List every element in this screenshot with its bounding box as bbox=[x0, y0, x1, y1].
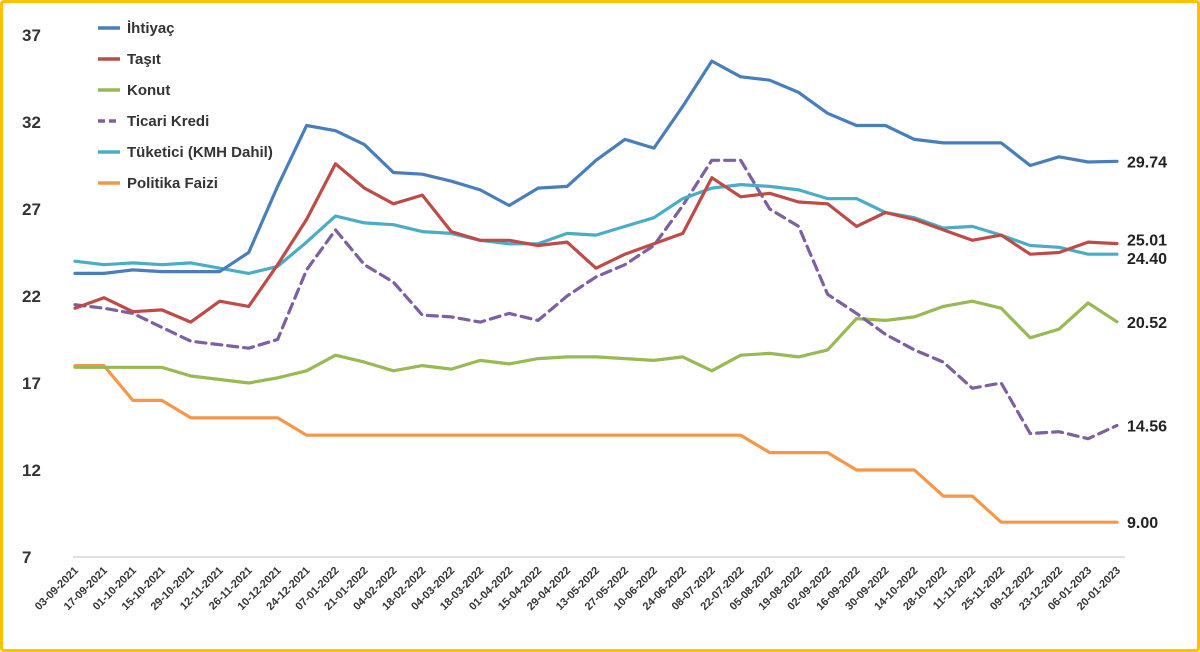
series-line-2 bbox=[73, 299, 1119, 385]
series-lines bbox=[73, 59, 1119, 524]
end-value-label: 29.74 bbox=[1127, 154, 1167, 171]
legend-label: Ticari Kredi bbox=[127, 113, 209, 130]
y-tick-label: 37 bbox=[22, 26, 41, 45]
y-axis: 37 32 27 22 17 12 7 bbox=[22, 26, 41, 567]
end-value-label: 24.40 bbox=[1127, 251, 1167, 268]
legend-label: İhtiyaç bbox=[127, 20, 175, 37]
end-labels: 29.74 25.01 20.52 14.56 24.40 9.00 bbox=[1127, 154, 1167, 532]
y-tick-label: 12 bbox=[22, 461, 41, 480]
series-line-0 bbox=[73, 59, 1119, 275]
x-axis: 03-09-202117-09-202101-10-202115-10-2021… bbox=[33, 556, 1125, 613]
end-value-label: 20.52 bbox=[1127, 315, 1167, 332]
series-line-1 bbox=[73, 162, 1119, 324]
y-tick-label: 17 bbox=[22, 374, 41, 393]
end-value-label: 9.00 bbox=[1127, 515, 1158, 532]
series-line-4 bbox=[73, 183, 1119, 275]
end-value-label: 14.56 bbox=[1127, 418, 1167, 435]
legend: İhtiyaç Taşıt Konut Ticari Kredi Tüketici (K… bbox=[98, 20, 273, 192]
end-value-label: 25.01 bbox=[1127, 233, 1167, 250]
series-line-3 bbox=[73, 158, 1119, 441]
series-line-5 bbox=[73, 364, 1119, 524]
y-tick-label: 32 bbox=[22, 113, 41, 132]
y-tick-label: 7 bbox=[22, 548, 31, 567]
legend-label: Tüketici (KMH Dahil) bbox=[127, 144, 273, 161]
y-tick-label: 27 bbox=[22, 200, 41, 219]
legend-label: Konut bbox=[127, 82, 170, 99]
legend-label: Taşıt bbox=[127, 51, 161, 68]
y-tick-label: 22 bbox=[22, 287, 41, 306]
legend-label: Politika Faizi bbox=[127, 175, 218, 192]
